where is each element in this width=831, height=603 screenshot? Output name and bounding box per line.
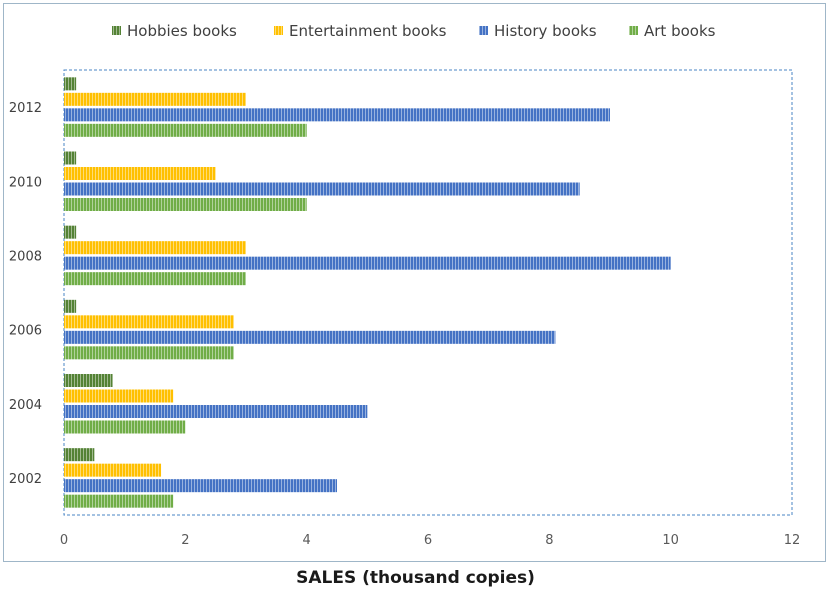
x-axis-labels: 0 2 4 6 8 10 12 <box>60 533 800 548</box>
bar-entertainment-books-2006 <box>64 315 234 329</box>
bar-hobbies-books-2008 <box>64 225 77 239</box>
x-tick-label: 4 <box>303 533 311 548</box>
x-tick-label: 6 <box>424 533 432 548</box>
y-axis-labels: 2012 2010 2008 2006 2004 2002 <box>9 101 42 487</box>
bar-history-books-2010 <box>64 182 580 196</box>
bar-entertainment-books-2010 <box>64 167 216 180</box>
legend-swatch <box>629 26 638 35</box>
bar-hobbies-books-2012 <box>64 77 77 91</box>
legend-item-art-books: Art books <box>629 22 716 40</box>
bar-entertainment-books-2004 <box>64 389 174 403</box>
bar-hobbies-books-2002 <box>64 448 95 462</box>
legend-label: History books <box>494 22 597 40</box>
x-tick-label: 10 <box>662 533 679 548</box>
y-tick-label: 2012 <box>9 101 42 116</box>
legend-item-history-books: History books <box>479 22 597 40</box>
bar-history-books-2004 <box>64 405 368 418</box>
bar-art-books-2002 <box>64 494 174 508</box>
legend-swatch <box>479 26 488 35</box>
legend-label: Entertainment books <box>289 22 447 40</box>
x-tick-label: 2 <box>181 533 189 548</box>
legend-label: Hobbies books <box>127 22 237 40</box>
plot-area-border <box>63 69 793 516</box>
bar-hobbies-books-2004 <box>64 374 113 387</box>
bar-art-books-2010 <box>64 198 307 211</box>
bar-entertainment-books-2012 <box>64 92 246 106</box>
legend-swatch <box>112 26 121 35</box>
y-tick-label: 2002 <box>9 472 42 487</box>
y-tick-label: 2006 <box>9 324 42 339</box>
x-axis-title: SALES (thousand copies) <box>296 568 535 588</box>
bar-history-books-2008 <box>64 256 671 270</box>
legend-item-entertainment-books: Entertainment books <box>274 22 447 40</box>
y-tick-label: 2008 <box>9 249 42 264</box>
bar-art-books-2004 <box>64 420 186 434</box>
bar-hobbies-books-2006 <box>64 299 77 313</box>
y-tick-label: 2010 <box>9 175 42 190</box>
bar-entertainment-books-2008 <box>64 241 246 255</box>
bar-art-books-2012 <box>64 123 307 137</box>
legend: Hobbies books Entertainment books History … <box>112 22 716 40</box>
bar-history-books-2012 <box>64 108 610 122</box>
bar-art-books-2008 <box>64 272 246 286</box>
legend-item-hobbies-books: Hobbies books <box>112 22 237 40</box>
legend-swatch <box>274 26 283 35</box>
bar-entertainment-books-2002 <box>64 463 162 477</box>
x-tick-label: 12 <box>784 533 801 548</box>
x-tick-label: 8 <box>545 533 553 548</box>
bar-hobbies-books-2010 <box>64 151 77 165</box>
bars <box>64 77 671 508</box>
bar-history-books-2002 <box>64 479 337 493</box>
bar-history-books-2006 <box>64 330 556 344</box>
bar-art-books-2006 <box>64 346 234 360</box>
legend-label: Art books <box>644 22 716 40</box>
y-tick-label: 2004 <box>9 398 42 413</box>
x-tick-label: 0 <box>60 533 68 548</box>
